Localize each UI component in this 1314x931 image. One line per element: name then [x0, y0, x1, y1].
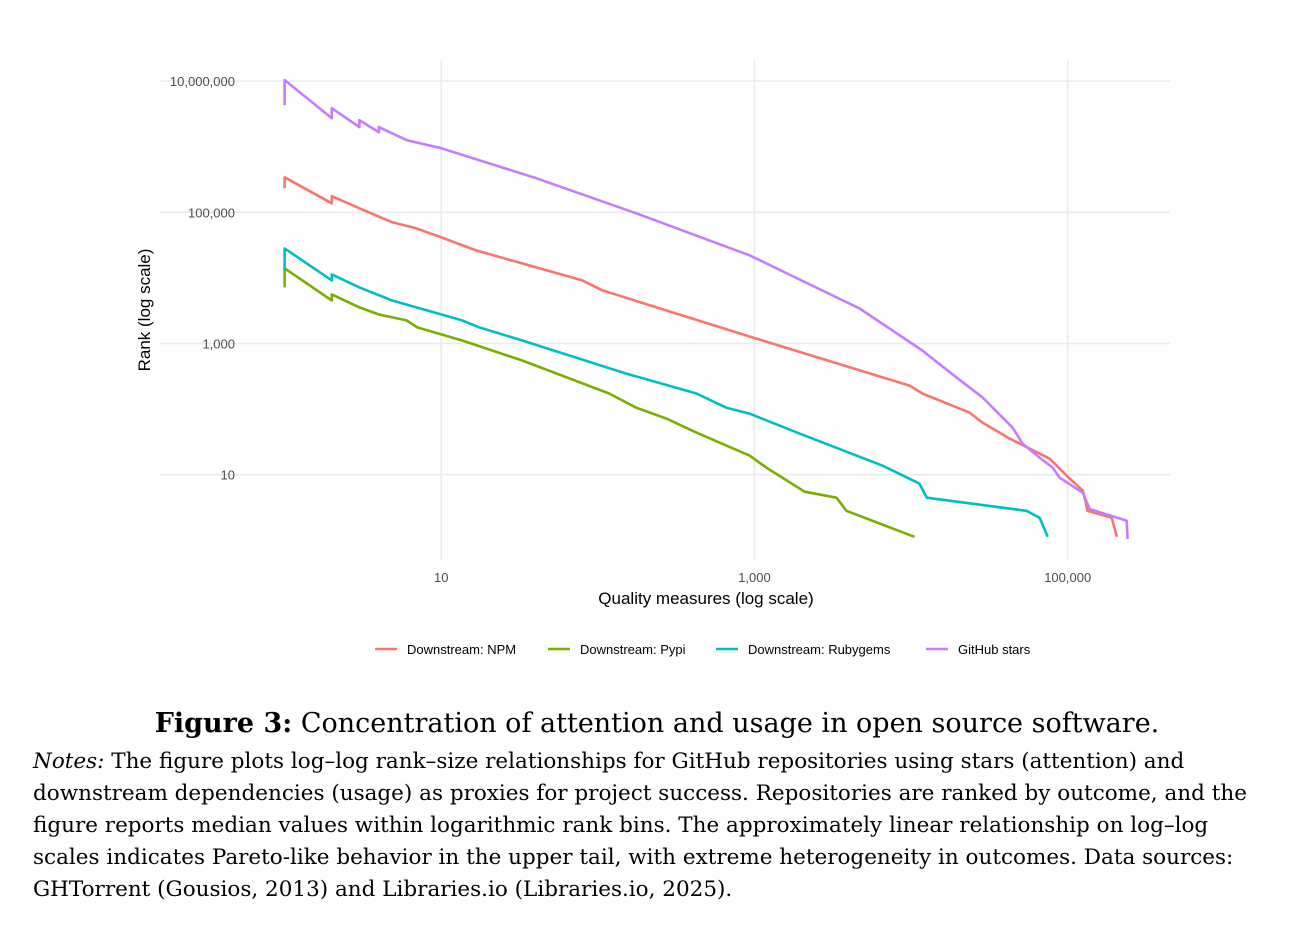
notes-line: GHTorrent (Gousios, 2013) and Libraries.…	[33, 877, 733, 902]
notes-line: downstream dependencies (usage) as proxi…	[33, 781, 1247, 806]
legend-item: Downstream: NPM	[375, 642, 516, 657]
x-axis-title: Quality measures (log scale)	[598, 589, 813, 608]
gridlines	[160, 60, 1170, 560]
legend-item: GitHub stars	[926, 642, 1031, 657]
y-tick-label: 10,000,000	[170, 74, 235, 89]
legend-item: Downstream: Rubygems	[716, 642, 891, 657]
x-axis-ticks: 10 1,000 100,000	[434, 570, 1091, 585]
y-axis-ticks: 10 1,000 100,000 10,000,000	[170, 74, 235, 483]
notes-label: Notes:	[33, 749, 105, 774]
series-line-downstream-pypi	[283, 266, 915, 539]
series-line-downstream-rubygems	[283, 247, 1049, 538]
legend-item: Downstream: Pypi	[548, 642, 686, 657]
notes-line: figure reports median values within loga…	[33, 813, 1209, 838]
legend-label: Downstream: Pypi	[580, 642, 686, 657]
figure-label: Figure 3:	[154, 708, 293, 739]
y-axis-title: Rank (log scale)	[135, 249, 154, 372]
series-lines	[283, 78, 1129, 539]
legend-label: Downstream: Rubygems	[748, 642, 891, 657]
notes-line: scales indicates Pareto-like behavior in…	[33, 845, 1234, 870]
y-tick-label: 10	[221, 468, 235, 483]
series-line-github-stars	[283, 78, 1129, 539]
y-tick-label: 1,000	[202, 336, 235, 351]
notes-line: Notes: The figure plots log–log rank–siz…	[33, 746, 1293, 778]
x-tick-label: 1,000	[738, 570, 771, 585]
y-tick-label: 100,000	[188, 205, 235, 220]
notes-text: The figure plots log–log rank–size relat…	[111, 749, 1185, 774]
legend-label: Downstream: NPM	[407, 642, 516, 657]
legend-label: GitHub stars	[958, 642, 1031, 657]
legend: Downstream: NPM Downstream: Pypi Downstrea…	[375, 642, 1031, 657]
x-tick-label: 10	[434, 570, 448, 585]
series-line-downstream-npm	[283, 176, 1119, 538]
figure-caption: Figure 3: Concentration of attention and…	[0, 708, 1314, 739]
figure-title: Concentration of attention and usage in …	[300, 708, 1160, 739]
x-tick-label: 100,000	[1044, 570, 1091, 585]
figure-notes: Notes: The figure plots log–log rank–siz…	[33, 746, 1293, 906]
